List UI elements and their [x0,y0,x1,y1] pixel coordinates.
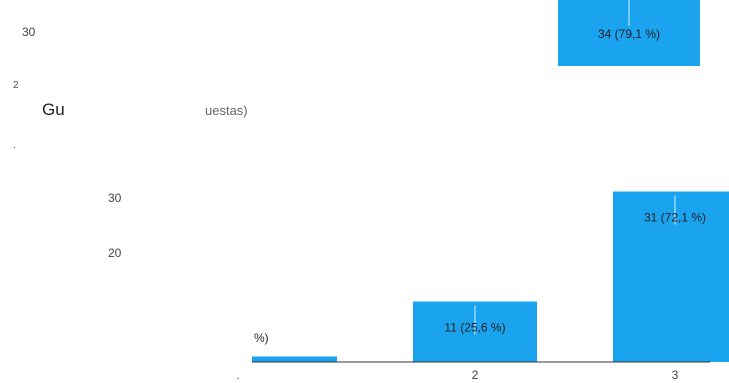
top-data-label-0: 34 (79,1 %) [598,27,660,41]
stray-tick-fragment-2: . [13,140,16,151]
chart-title-fragment-start: Gu [42,100,65,119]
chart-title-fragment-end: uestas) [205,103,248,118]
stray-tick-fragment: 2 [13,80,19,90]
y-tick-20: 20 [108,246,122,260]
bar-1 [252,356,337,362]
bottom-chart: 20 30 %). 11 (25,6 %) 2 31 (72,1 %) 3 [108,191,729,382]
top-chart: 30 34 (79,1 %) [22,0,700,66]
data-label-3: 31 (72,1 %) [644,211,706,225]
bottom-bars: %). 11 (25,6 %) 2 31 (72,1 %) 3 [236,191,729,382]
x-tick-2: 2 [472,368,479,382]
data-label-2: 11 (25,6 %) [444,321,505,335]
x-tick-1: . [236,368,239,382]
data-label-1: %) [254,331,269,345]
y-tick-30: 30 [108,191,122,205]
x-tick-3: 3 [672,368,679,382]
bar-3 [613,191,729,362]
top-y-tick-30: 30 [22,25,36,39]
top-bars: 34 (79,1 %) [558,0,700,66]
